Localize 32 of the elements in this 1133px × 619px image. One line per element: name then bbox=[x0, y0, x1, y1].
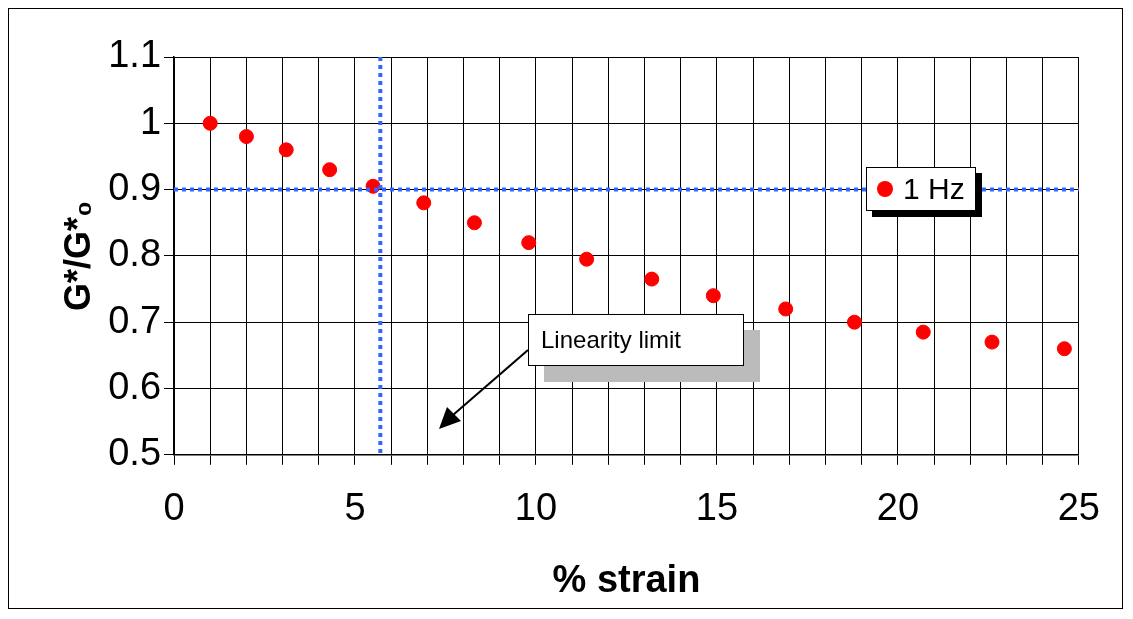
point bbox=[521, 235, 537, 251]
legend-label: 1 Hz bbox=[903, 172, 965, 206]
x-axis-title: % strain bbox=[552, 557, 701, 600]
point bbox=[1056, 341, 1072, 357]
point bbox=[778, 301, 794, 317]
point bbox=[322, 162, 338, 178]
x-tick-label: 20 bbox=[876, 486, 920, 529]
point bbox=[278, 142, 294, 158]
point bbox=[644, 271, 660, 287]
y-tick-label: 0.8 bbox=[108, 232, 162, 275]
point bbox=[416, 195, 432, 211]
y-tick-label: 0.9 bbox=[108, 166, 162, 209]
point bbox=[466, 215, 482, 231]
point bbox=[846, 314, 862, 330]
point bbox=[984, 334, 1000, 350]
x-tick-label: 10 bbox=[514, 486, 558, 529]
y-tick-label: 0.7 bbox=[108, 298, 162, 341]
point bbox=[238, 129, 254, 145]
point bbox=[579, 251, 595, 267]
x-tick-label: 25 bbox=[1057, 486, 1101, 529]
y-tick-label: 0.6 bbox=[108, 364, 162, 407]
y-tick-label: 0.5 bbox=[108, 431, 162, 474]
point bbox=[915, 324, 931, 340]
y-axis-title: G*/G*₀ bbox=[56, 200, 98, 312]
annotation: Linearity limit bbox=[528, 314, 744, 366]
point bbox=[202, 115, 218, 131]
x-tick-label: 5 bbox=[344, 486, 366, 529]
y-tick-label: 1.1 bbox=[108, 33, 162, 76]
x-tick-label: 15 bbox=[695, 486, 739, 529]
x-tick-label: 0 bbox=[163, 486, 185, 529]
y-tick-label: 1 bbox=[139, 99, 162, 142]
point bbox=[705, 288, 721, 304]
